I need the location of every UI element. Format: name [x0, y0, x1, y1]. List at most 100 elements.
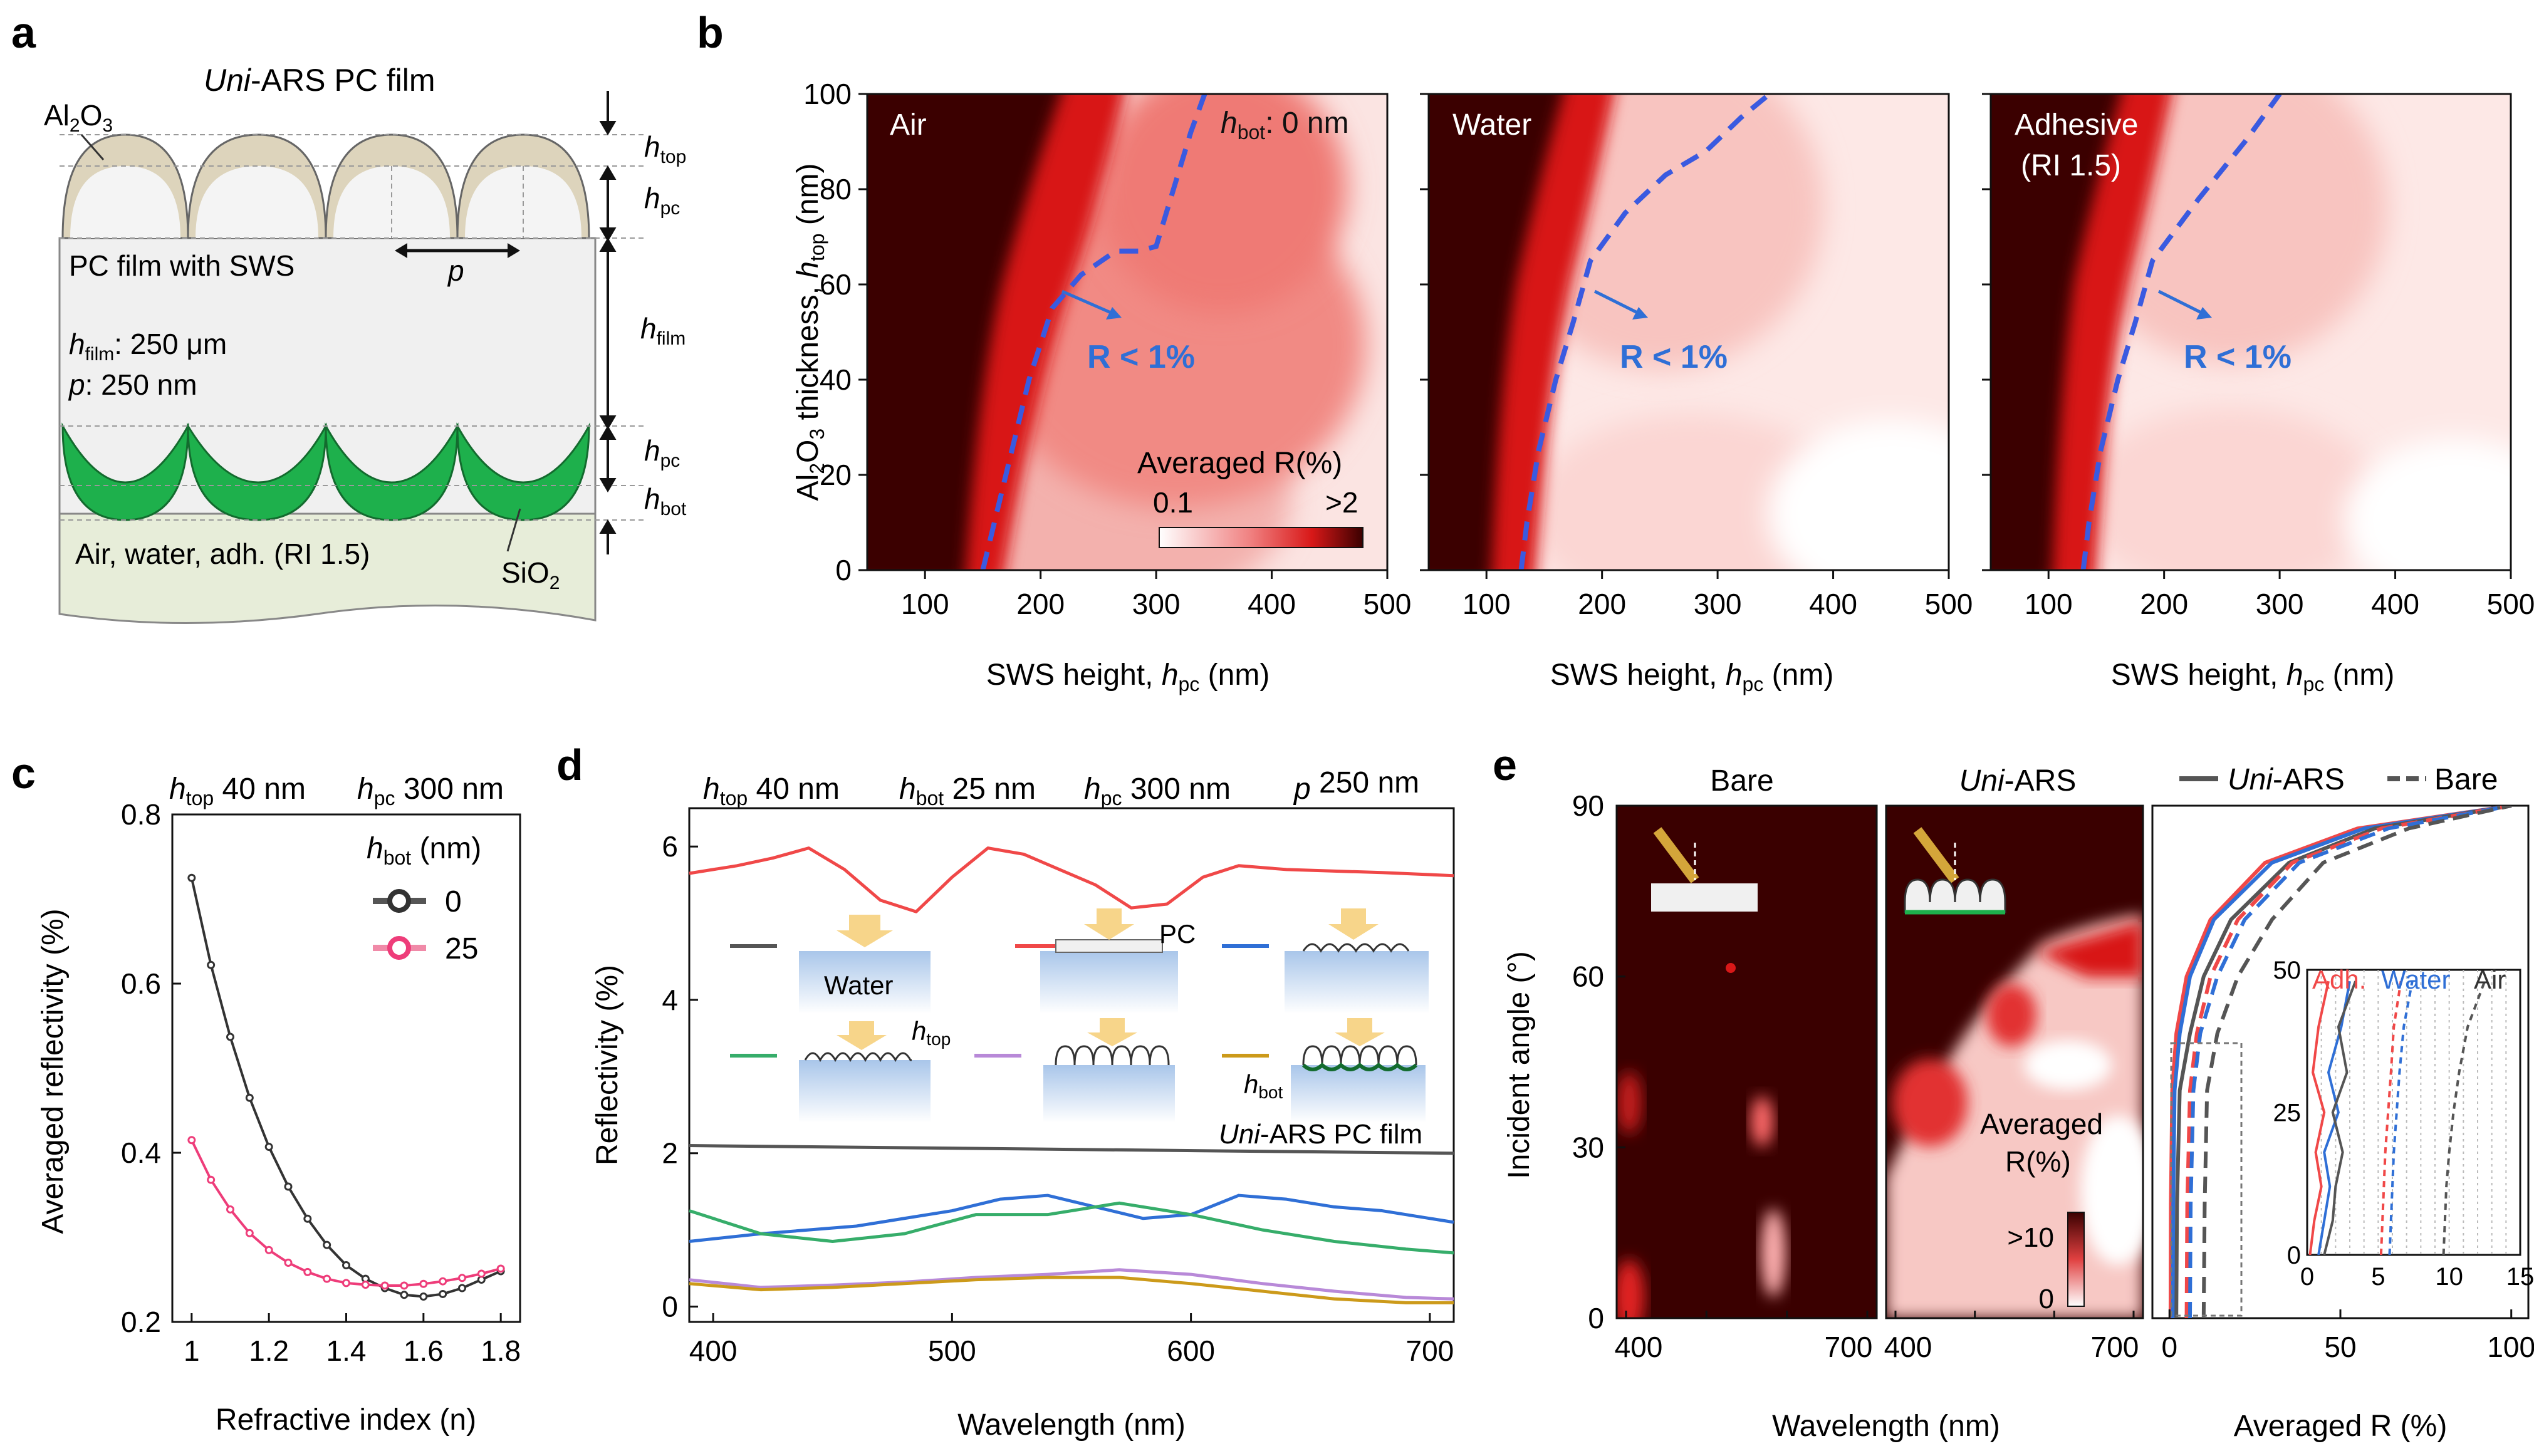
e-series-5 — [2201, 806, 2512, 1318]
c-point — [303, 1267, 312, 1276]
b-ytick-label: 80 — [820, 173, 852, 205]
c-point — [323, 1240, 331, 1249]
colorbar-title-b: Averaged R(%) — [1137, 447, 1342, 480]
d-ytick-label: 0 — [662, 1291, 678, 1323]
panel-d-top-1: hbot 25 nm — [899, 772, 1036, 809]
e-map-xtick-label: 400 — [1884, 1331, 1932, 1363]
c-ytick-label: 0.4 — [121, 1136, 161, 1169]
c-point — [439, 1289, 447, 1298]
c-point — [245, 1229, 254, 1237]
frame-e2 — [1885, 804, 2144, 1319]
inset-series-4 — [2388, 980, 2414, 1255]
subplot-label-water: Water — [1452, 108, 1531, 142]
c-point — [419, 1279, 428, 1288]
panel-d-plot: 400 500 600 700 0 2 4 6 — [662, 830, 1454, 1367]
panel-c-ylabel: Averaged reflectivity (%) — [36, 908, 70, 1234]
sio2-label: SiO2 — [501, 556, 560, 593]
inset-xtick-label: 0 — [2300, 1263, 2314, 1291]
d-series-5 — [689, 1276, 1454, 1304]
inset-hbot-label: hbot — [1244, 1069, 1283, 1102]
dim-pc-top: hpc — [644, 182, 680, 219]
panel-b: Air Water Adhesive hbot: 0 nm R < 1% R <… — [791, 78, 2534, 695]
e-map-xtick-label: 400 — [1615, 1331, 1663, 1363]
inset-adh-label: Adh. — [2312, 965, 2366, 994]
inset-htop-label: htop — [912, 1016, 951, 1049]
panel-b-xlabel-1: SWS height, hpc (nm) — [986, 658, 1270, 695]
e-xtick-label: 0 — [2161, 1331, 2177, 1363]
hbot-label: hbot: 0 nm — [1221, 107, 1349, 143]
d-ytick-label: 6 — [662, 830, 678, 863]
c-point — [226, 1032, 234, 1041]
b-xtick-label: 200 — [2140, 588, 2188, 620]
dim-top: htop — [644, 130, 686, 167]
e-map-xtick-label: 700 — [2091, 1331, 2139, 1363]
inset-film-label: Uni-ARS PC film — [1219, 1119, 1422, 1150]
media-label: Air, water, adh. (RI 1.5) — [75, 538, 370, 570]
c-point — [284, 1182, 293, 1191]
contour-water — [1518, 94, 1771, 570]
e-ytick-label: 0 — [1588, 1302, 1604, 1334]
pitch-label: p — [447, 254, 464, 287]
c-xtick-label: 1.4 — [326, 1334, 367, 1367]
panel-e-inset — [2308, 970, 2507, 1255]
annot-arrows-b — [1061, 289, 2212, 320]
dim-pc-bottom: hpc — [644, 434, 680, 471]
inset-series-2 — [2323, 980, 2357, 1255]
c-point — [323, 1274, 331, 1283]
c-point — [284, 1259, 293, 1267]
top-alumina-domes — [61, 133, 590, 239]
c-point — [361, 1281, 370, 1289]
subplot-label-adhesive-2: (RI 1.5) — [2021, 149, 2121, 182]
panel-letter-e: e — [1493, 741, 1517, 789]
panel-letter-c: c — [11, 749, 36, 798]
panel-letter-a: a — [11, 8, 36, 57]
b-xtick-label: 100 — [901, 588, 949, 620]
subplot-label-air: Air — [890, 108, 927, 142]
legend-marker-1 — [387, 936, 411, 960]
dim-film: hfilm — [640, 312, 686, 349]
c-point — [342, 1279, 350, 1287]
c-point — [458, 1274, 466, 1282]
d-xtick-label: 400 — [689, 1334, 738, 1367]
c-point — [439, 1277, 447, 1286]
c-point — [226, 1205, 234, 1214]
contour-adhesive — [2080, 94, 2282, 570]
panel-a-guides — [60, 134, 645, 521]
b-xtick-label: 400 — [1809, 588, 1857, 620]
c-point — [477, 1269, 486, 1278]
c-point — [207, 960, 216, 969]
panel-a-schematic: Uni-ARS PC film — [44, 63, 687, 625]
d-xtick-label: 600 — [1167, 1334, 1215, 1367]
c-point — [187, 873, 196, 882]
panel-d: htop 40 nm hbot 25 nm hpc 300 nm p 250 n… — [591, 766, 1455, 1442]
d-xtick-label: 700 — [1406, 1334, 1454, 1367]
c-ytick-label: 0.2 — [121, 1306, 161, 1338]
b-xtick-label: 400 — [1248, 588, 1296, 620]
b-xtick-label: 400 — [2371, 588, 2419, 620]
b-ytick-label: 100 — [803, 78, 852, 110]
frame-b3 — [1989, 93, 2512, 571]
e-ytick-label: 90 — [1572, 789, 1604, 822]
b-ytick-label: 40 — [820, 363, 852, 396]
b-ytick-label: 0 — [835, 554, 852, 586]
panel-c-plot: 1 1.2 1.4 1.6 1.8 0.2 0.4 0.6 0.8 — [121, 798, 521, 1367]
c-point — [245, 1093, 254, 1102]
inset-series-5 — [2442, 980, 2486, 1255]
c-point — [496, 1264, 505, 1273]
d-ytick-label: 4 — [662, 984, 678, 1016]
e-series-1 — [2171, 806, 2512, 1318]
c-ytick-label: 0.8 — [121, 798, 161, 831]
b-xtick-label: 300 — [2256, 588, 2304, 620]
frame-b1 — [866, 93, 1389, 571]
c-point — [419, 1292, 428, 1301]
b-xtick-label: 500 — [2487, 588, 2534, 620]
panel-d-frame — [688, 807, 1455, 1323]
dimension-arrows — [599, 91, 617, 554]
panel-e-legend: Uni-ARS Bare — [2179, 763, 2498, 796]
d-series-0 — [689, 1144, 1454, 1155]
panel-letter-b: b — [697, 8, 724, 57]
panel-e-xlabel-line: Averaged R (%) — [2234, 1410, 2448, 1443]
c-xtick-label: 1 — [184, 1334, 200, 1367]
inset-series-0 — [2308, 980, 2330, 1255]
d-ytick-label: 2 — [662, 1137, 678, 1170]
